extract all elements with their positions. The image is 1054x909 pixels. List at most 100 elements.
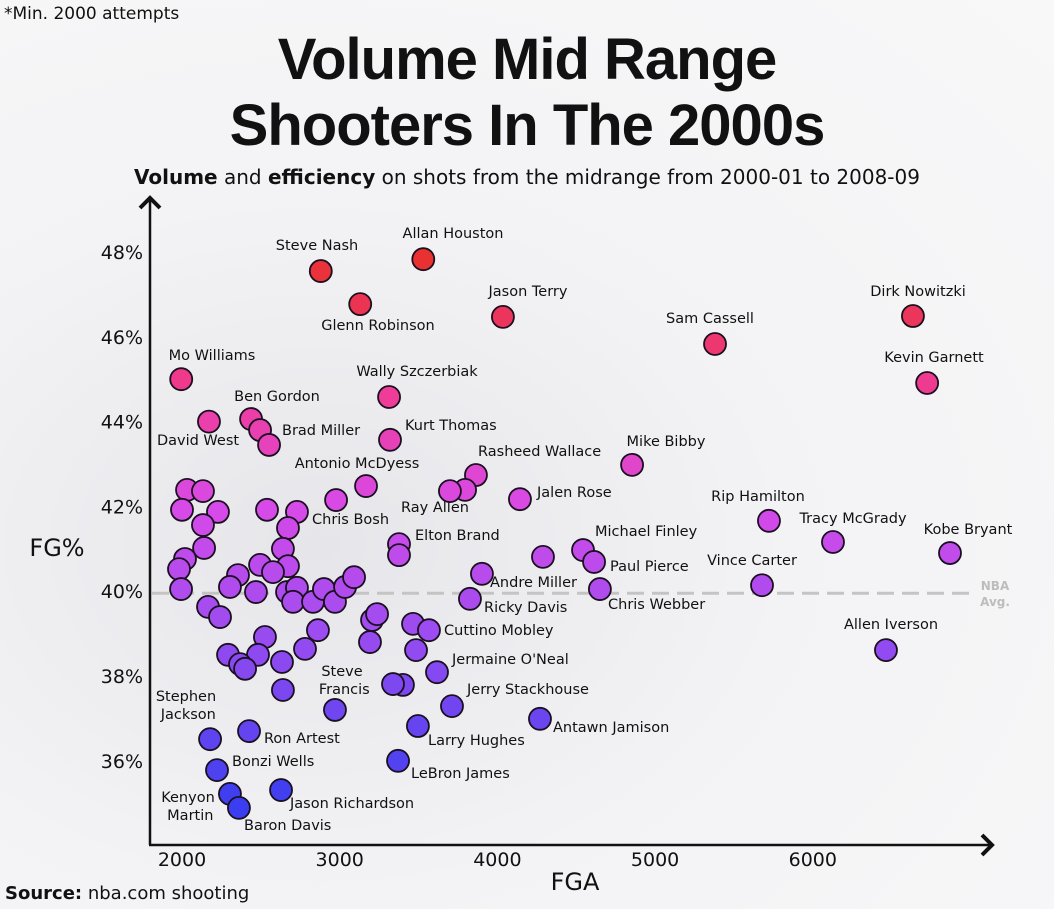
data-point [218,575,242,599]
data-point [378,427,402,452]
data-point [191,479,215,504]
data-point [170,497,194,522]
point-label: Rip Hamilton [711,489,805,505]
data-point [458,586,482,611]
data-point [323,698,347,722]
data-point [233,656,257,681]
point-label: Antonio McDyess [295,456,420,472]
point-label: Kobe Bryant [924,522,1013,538]
data-point [438,479,462,504]
point-label: Jason Richardson [289,796,414,812]
data-point [750,573,774,598]
point-label: Bonzi Wells [232,754,314,770]
subtitle-text-1: and [217,165,268,189]
point-label: Ron Artest [264,731,340,747]
point-label: LeBron James [411,766,510,782]
x-tick-label: 6000 [789,849,837,871]
data-point [306,618,330,643]
point-label: Vince Carter [707,553,797,569]
y-tick-label: 36% [101,751,143,773]
data-point [915,371,940,395]
subtitle: Volume and efficiency on shots from the … [0,165,1054,189]
data-point [169,367,194,392]
point-label: Chris Webber [608,597,705,613]
point-label: Jermaine O'Neal [451,652,569,668]
data-point [528,706,552,731]
data-point [470,561,494,586]
data-point [276,516,300,540]
data-point [244,580,268,604]
data-point [440,694,464,719]
data-point [269,778,293,802]
point-label: Kevin Garnett [884,350,984,366]
point-label: Baron Davis [244,818,331,834]
data-point [270,650,294,674]
data-point [169,577,193,601]
data-point [901,304,925,328]
data-point [281,589,305,614]
point-label: Antawn Jamison [553,720,669,736]
data-point [874,638,898,663]
point-label: Ricky Davis [484,600,567,616]
data-point [531,544,555,569]
data-point [365,602,389,626]
data-point [198,727,222,752]
x-tick-label: 4000 [473,849,521,871]
point-label: Ray Allen [401,500,469,516]
point-label: Mo Williams [169,348,256,364]
point-label: Tracy McGrady [798,511,907,527]
point-label: Cuttino Mobley [444,623,554,639]
y-tick-label: 48% [101,242,143,264]
data-point [381,672,405,696]
point-label: Rasheed Wallace [478,444,601,460]
data-point [271,678,295,702]
y-tick-label: 42% [101,496,143,518]
data-point [261,560,285,585]
data-point [411,247,436,272]
y-tick-label: 38% [101,666,143,688]
data-point [167,557,191,582]
data-point [205,758,229,783]
data-point [582,550,606,574]
x-tick-label: 2000 [158,849,206,871]
data-point [508,487,532,512]
source-text: nba.com shooting [82,883,250,904]
data-point [348,292,373,317]
point-label: Andre Miller [490,575,577,591]
point-label: Chris Bosh [312,512,389,528]
x-tick-label: 5000 [631,849,679,871]
point-label: Paul Pierce [610,559,689,575]
subtitle-bold-efficiency: efficiency [267,165,376,189]
point-label: Wally Szczerbiak [356,364,478,380]
point-label: Brad Miller [282,423,360,439]
data-point [703,332,727,356]
source-label: Source: [5,883,83,904]
point-label: Jerry Stackhouse [466,682,589,698]
data-point [257,433,281,457]
data-point [757,508,781,533]
point-label: Michael Finley [595,524,698,540]
y-tick-label: 40% [101,581,143,603]
y-tick-label: 46% [101,327,143,349]
data-point [197,409,221,434]
data-point [354,474,378,498]
point-label: Jalen Rose [536,485,612,501]
data-point [387,543,411,568]
point-label: Stephen Jackson [156,689,216,723]
data-point [191,513,215,537]
data-point [386,748,410,773]
nba-average-label: NBA [981,579,1010,593]
data-point [417,618,441,643]
point-label: Elton Brand [415,528,500,544]
point-label: Larry Hughes [428,733,525,749]
data-point [206,500,230,524]
point-label: Glenn Robinson [321,318,435,334]
data-point [255,497,279,522]
point-label: Sam Cassell [666,311,754,327]
data-point [308,259,333,283]
data-point [620,452,644,477]
x-axis-label: FGA [551,868,600,896]
y-tick-label: 44% [101,412,143,434]
point-label: David West [157,433,239,449]
source: Source: nba.com shooting [5,883,249,904]
